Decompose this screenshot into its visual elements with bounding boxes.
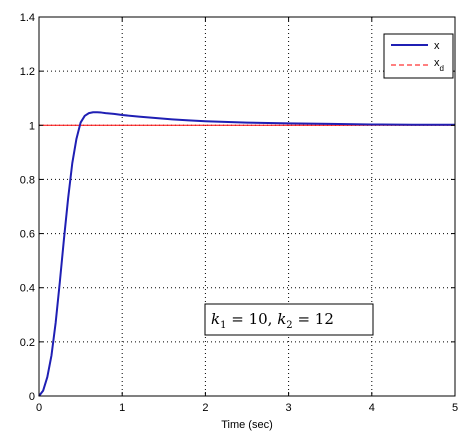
legend-box — [383, 33, 454, 79]
plot-frame — [38, 16, 456, 397]
x-tick-label: 1 — [119, 402, 125, 414]
y-tick-label: 0.6 — [20, 229, 35, 241]
y-tick-label: 0.4 — [20, 283, 35, 295]
x-tick-label: 5 — [452, 402, 458, 414]
x-axis-label: Time (sec) — [221, 419, 273, 431]
k1-sub: 1 — [220, 320, 226, 331]
legend-label-x: x — [434, 40, 440, 52]
y-tick-label: 0 — [29, 391, 35, 403]
k2-sub: 2 — [286, 320, 292, 331]
series-line-x — [38, 111, 455, 397]
x-tick-label: 0 — [36, 402, 42, 414]
k1-var: k — [211, 310, 220, 328]
k2-var: k — [277, 310, 286, 328]
annotation-box — [204, 303, 374, 336]
annotation-text: k1 = 10, k2 = 12 — [211, 310, 334, 331]
y-tick-label: 1.4 — [20, 12, 35, 24]
ticks: 0 1 2 3 4 5 0 0.2 0.4 0.6 0.8 1 1.2 1.4 — [20, 12, 458, 414]
k2-eq: = 12 — [293, 310, 334, 328]
legend-label-xd-sub: d — [440, 64, 444, 73]
x-tick-label: 4 — [369, 402, 375, 414]
y-tick-label: 0.2 — [20, 337, 35, 349]
y-tick-label: 1 — [29, 120, 35, 132]
series-group — [38, 111, 455, 397]
x-tick-label: 2 — [202, 402, 208, 414]
x-tick-label: 3 — [286, 402, 292, 414]
legend: x xd — [383, 33, 454, 79]
gain-annotation: k1 = 10, k2 = 12 — [204, 303, 374, 336]
legend-label-xd: xd — [434, 57, 444, 73]
legend-label-xd-main: x — [434, 57, 440, 69]
k1-eq: = 10, — [226, 310, 277, 328]
y-tick-label: 0.8 — [20, 174, 35, 186]
y-tick-label: 1.2 — [20, 66, 35, 78]
